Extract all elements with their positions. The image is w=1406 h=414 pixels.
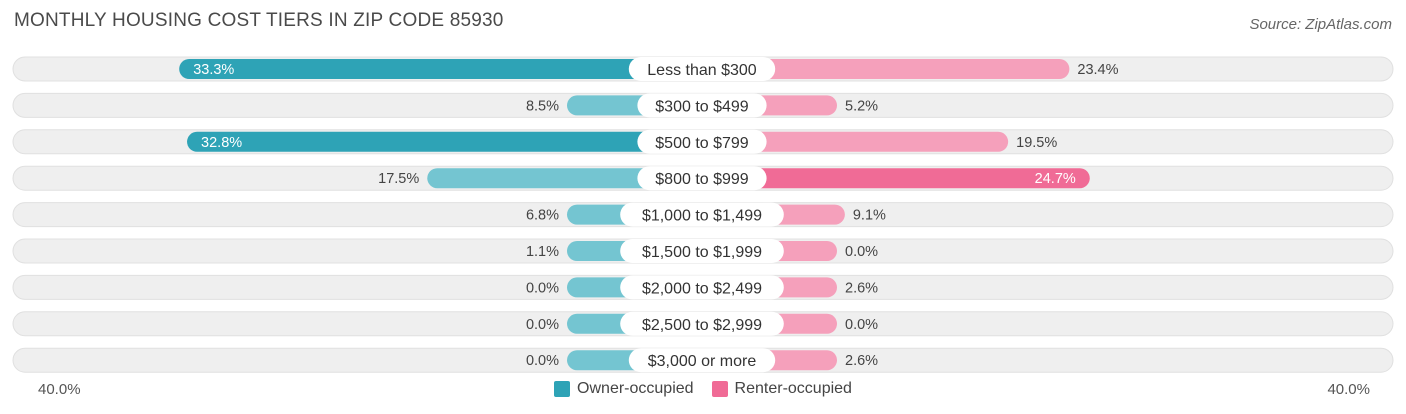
legend-item-owner[interactable]: Owner-occupied	[554, 380, 694, 398]
renter-value-label: 19.5%	[1016, 135, 1057, 151]
owner-value-label: 6.8%	[526, 208, 559, 224]
category-label: $300 to $499	[655, 98, 749, 115]
renter-bar	[702, 59, 1070, 79]
owner-value-label: 8.5%	[526, 98, 559, 114]
category-pill	[620, 239, 784, 263]
renter-value-label: 2.6%	[845, 353, 878, 369]
renter-value-label: 9.1%	[853, 208, 886, 224]
renter-value-label: 0.0%	[845, 317, 878, 333]
owner-bar	[427, 168, 702, 189]
renter-value-label: 23.4%	[1077, 62, 1118, 78]
category-pill	[637, 93, 767, 118]
category-label: $2,500 to $2,999	[642, 317, 762, 334]
category-label: Less than $300	[647, 62, 757, 79]
category-label: $800 to $999	[655, 171, 749, 188]
owner-value-label: 0.0%	[526, 353, 559, 369]
renter-bar	[702, 131, 1009, 152]
category-label: $1,000 to $1,499	[642, 208, 762, 225]
owner-value-label: 32.8%	[201, 135, 242, 151]
category-label: $2,000 to $2,499	[642, 280, 762, 297]
category-pill	[628, 57, 776, 81]
category-pill	[628, 348, 776, 373]
owner-value-label: 1.1%	[526, 244, 559, 260]
renter-value-label: 24.7%	[1035, 171, 1076, 187]
legend-owner-label: Owner-occupied	[577, 380, 694, 397]
renter-bar	[702, 168, 1090, 189]
renter-value-label: 0.0%	[845, 244, 878, 260]
category-pill	[620, 275, 784, 300]
axis-label-right: 40.0%	[1327, 381, 1370, 398]
owner-value-label: 33.3%	[193, 62, 234, 78]
category-pill	[637, 129, 767, 154]
category-pill	[620, 202, 784, 227]
legend-item-renter[interactable]: Renter-occupied	[711, 380, 852, 398]
category-pill	[620, 311, 784, 336]
owner-bar	[179, 59, 702, 79]
owner-value-label: 17.5%	[378, 171, 419, 187]
owner-value-label: 0.0%	[526, 317, 559, 333]
legend: Owner-occupied Renter-occupied	[0, 380, 1406, 398]
renter-value-label: 2.6%	[845, 280, 878, 296]
category-label: $500 to $799	[655, 135, 749, 152]
chart-title: MONTHLY HOUSING COST TIERS IN ZIP CODE 8…	[14, 10, 504, 31]
source-note: Source: ZipAtlas.com	[1249, 16, 1392, 33]
owner-value-label: 0.0%	[526, 280, 559, 296]
category-label: $1,500 to $1,999	[642, 244, 762, 261]
owner-swatch	[554, 381, 571, 397]
category-pill	[637, 166, 767, 191]
owner-bar	[187, 131, 703, 152]
category-label: $3,000 or more	[648, 353, 757, 370]
renter-swatch	[711, 381, 728, 397]
renter-value-label: 5.2%	[845, 98, 878, 114]
axis-label-left: 40.0%	[38, 381, 81, 398]
legend-renter-label: Renter-occupied	[734, 380, 852, 397]
